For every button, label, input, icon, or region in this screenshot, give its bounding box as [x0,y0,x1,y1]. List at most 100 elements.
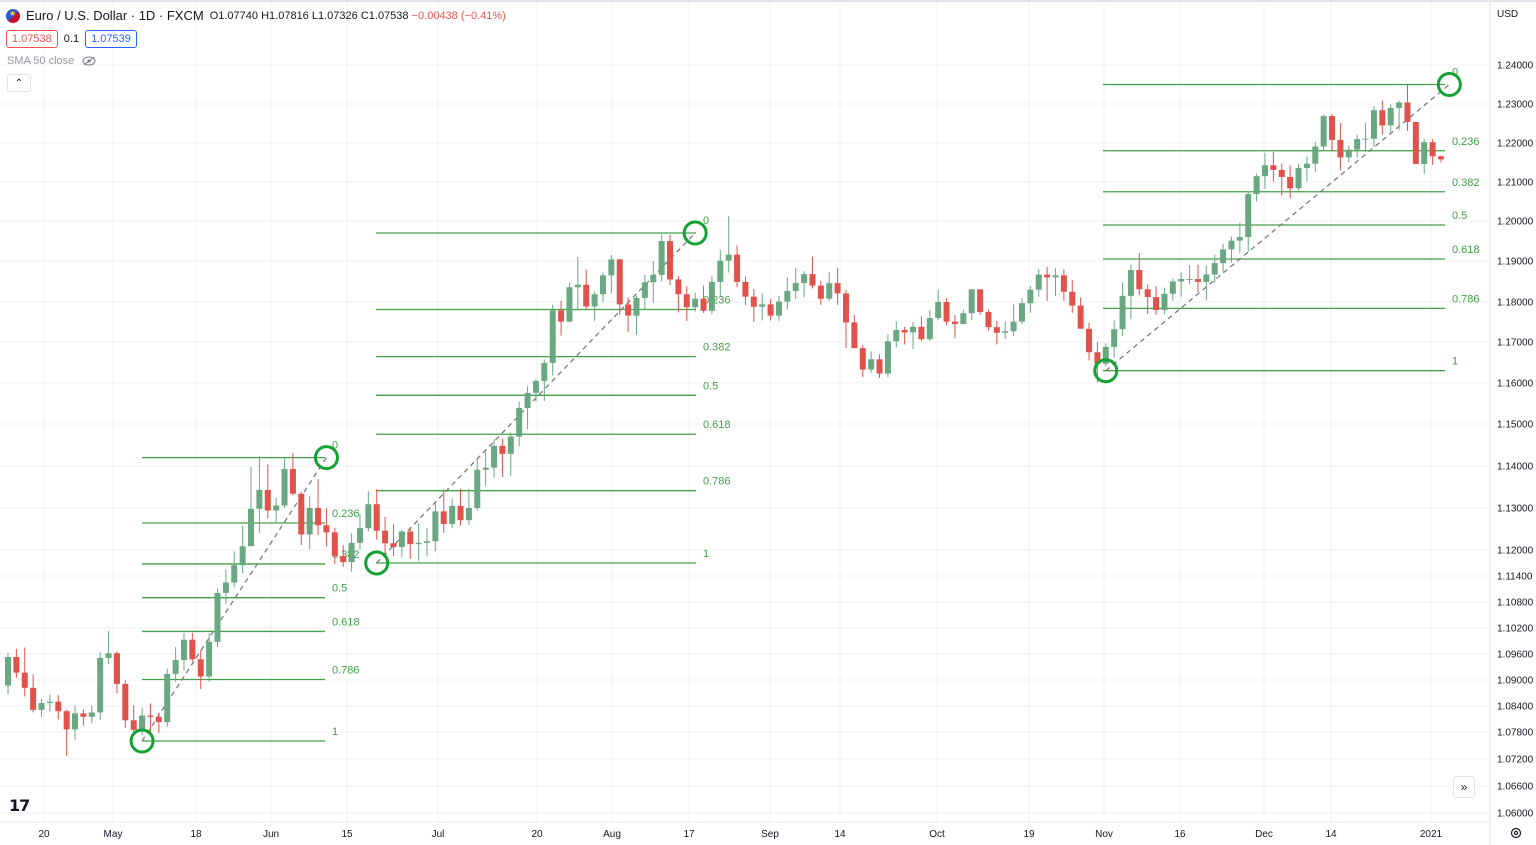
candle-body [130,720,137,730]
candle [465,488,472,525]
candle [1337,123,1344,170]
candle-body [248,508,255,547]
candle-body [1312,146,1319,164]
candle [1119,282,1126,336]
collapse-legend-button[interactable]: ⌃ [7,74,31,92]
fib-level-label: 0 [1452,67,1458,79]
low-value: L1.07326 [311,9,358,22]
candle [1295,164,1302,191]
currency-label[interactable]: USD [1497,9,1519,20]
candle-body [256,489,263,509]
candle [625,297,632,332]
settings-button[interactable] [1509,826,1523,840]
eye-hidden-icon[interactable] [82,56,96,66]
candle [859,344,866,378]
candle-body [1153,297,1160,310]
candle-body [97,657,104,713]
time-tick-label: Aug [603,829,621,840]
candle-body [1287,176,1294,189]
candle [1069,280,1076,313]
candle-body [1002,331,1009,333]
candle-body [641,282,648,298]
candle [306,496,313,550]
candle [440,489,447,533]
candle-body [650,274,657,283]
candle-body [717,260,724,282]
candle [1270,151,1277,182]
candle-body [868,359,875,370]
candle-body [231,565,238,583]
buy-button[interactable]: 1.07539 [85,30,137,48]
candle [180,633,187,671]
candle-body [180,639,187,661]
candle-body [1136,270,1143,290]
candle-body [968,289,975,314]
symbol-title[interactable]: Euro / U.S. Dollar · 1D · FXCM [26,8,204,23]
indicator-label[interactable]: SMA 50 close [7,55,75,67]
fib-retracement[interactable]: 0 0.236 0.382 0.5 0.618 0.786 1 [376,215,731,564]
price-tick-label: 1.06000 [1497,809,1534,820]
candle [692,292,699,312]
price-tick-label: 1.10200 [1497,624,1534,635]
double-chevron-right-icon: » [1460,780,1468,794]
candle-body [1169,281,1176,294]
candle-body [281,468,288,506]
candle [775,295,782,321]
candle-body [834,283,841,294]
candle-body [1027,289,1034,304]
tradingview-logo[interactable]: 17 [9,796,30,815]
candle-body [424,541,430,543]
candle [1278,163,1285,196]
candle [80,709,87,726]
candle [809,256,816,289]
candle [616,259,623,315]
candle [356,514,363,550]
candle [734,245,741,288]
candle [1236,222,1243,253]
candle [323,508,330,547]
candle-body [1127,270,1134,296]
candle-body [239,546,246,566]
indicator-legend: SMA 50 close [7,55,96,67]
candle-body [532,380,539,393]
candle [1102,343,1109,367]
price-tick-label: 1.11400 [1497,572,1533,583]
candle-body [465,508,472,521]
candle-body [1161,293,1168,310]
candle [5,652,11,695]
candle [239,525,246,574]
candle-body [206,641,213,677]
candle-body [1052,275,1059,278]
sell-button[interactable]: 1.07538 [6,30,58,48]
candle [122,680,129,729]
candle [1002,321,1009,340]
candle-body [625,304,632,316]
candle [340,544,347,567]
gear-icon [1510,827,1522,839]
candle [868,351,875,373]
fib-retracement[interactable]: 0 0.236 0.382 0.5 0.618 0.786 1 [1103,67,1480,372]
candle [348,533,355,572]
candle-body [122,683,129,721]
candle-body [373,504,380,531]
candle-body [516,408,523,437]
candle-body [440,511,447,524]
candle [113,651,120,694]
candle-body [1245,194,1252,237]
candle-body [482,467,489,470]
candle-body [1077,305,1084,329]
candle [1312,141,1319,172]
trade-buttons: 1.07538 0.1 1.07539 [6,30,137,48]
candle-body [298,493,305,535]
candle [289,452,296,496]
price-tick-label: 1.24000 [1497,61,1534,72]
fib-level-label: 0.786 [332,664,360,676]
time-tick-label: 17 [683,829,695,840]
candle-body [935,302,942,318]
candle [708,276,715,314]
swing-low-marker [129,728,155,754]
candle [876,354,883,379]
scroll-to-realtime-button[interactable]: » [1453,776,1475,798]
candle-body [767,304,774,316]
